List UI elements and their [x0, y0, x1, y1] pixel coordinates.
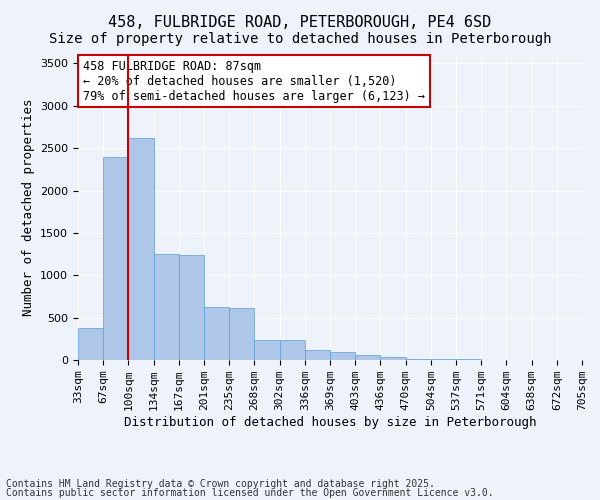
Bar	[431, 359, 456, 360]
Bar	[103, 156, 128, 360]
Bar	[78, 328, 103, 360]
Bar	[330, 352, 355, 360]
X-axis label: Distribution of detached houses by size in Peterborough: Distribution of detached houses by size …	[124, 416, 536, 429]
Text: Contains public sector information licensed under the Open Government Licence v3: Contains public sector information licen…	[6, 488, 494, 498]
Text: 458 FULBRIDGE ROAD: 87sqm
← 20% of detached houses are smaller (1,520)
79% of se: 458 FULBRIDGE ROAD: 87sqm ← 20% of detac…	[83, 60, 425, 102]
Bar	[179, 255, 204, 360]
Text: Size of property relative to detached houses in Peterborough: Size of property relative to detached ho…	[49, 32, 551, 46]
Bar	[380, 356, 406, 360]
Bar	[204, 308, 229, 360]
Bar	[355, 356, 380, 360]
Bar	[254, 340, 280, 360]
Bar	[154, 254, 179, 360]
Bar	[280, 340, 305, 360]
Bar	[229, 308, 254, 360]
Y-axis label: Number of detached properties: Number of detached properties	[22, 99, 35, 316]
Bar	[406, 358, 431, 360]
Text: 458, FULBRIDGE ROAD, PETERBOROUGH, PE4 6SD: 458, FULBRIDGE ROAD, PETERBOROUGH, PE4 6…	[109, 15, 491, 30]
Bar	[128, 138, 154, 360]
Text: Contains HM Land Registry data © Crown copyright and database right 2025.: Contains HM Land Registry data © Crown c…	[6, 479, 435, 489]
Bar	[305, 350, 330, 360]
